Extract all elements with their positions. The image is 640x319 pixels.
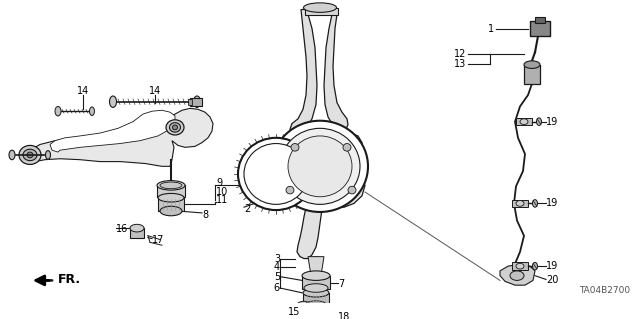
Ellipse shape bbox=[532, 200, 538, 207]
Ellipse shape bbox=[532, 262, 538, 270]
Text: 7: 7 bbox=[338, 279, 344, 289]
Polygon shape bbox=[278, 133, 365, 258]
Ellipse shape bbox=[304, 284, 328, 292]
Text: 19: 19 bbox=[546, 198, 558, 208]
Ellipse shape bbox=[27, 152, 33, 158]
Circle shape bbox=[244, 144, 308, 204]
Circle shape bbox=[272, 121, 368, 212]
Ellipse shape bbox=[297, 301, 311, 309]
Text: 16: 16 bbox=[116, 224, 128, 234]
Ellipse shape bbox=[536, 118, 541, 125]
Ellipse shape bbox=[173, 125, 177, 130]
Ellipse shape bbox=[516, 263, 524, 269]
Text: 15: 15 bbox=[288, 307, 300, 317]
Ellipse shape bbox=[516, 201, 524, 206]
Text: 3: 3 bbox=[274, 254, 280, 263]
Ellipse shape bbox=[55, 107, 61, 116]
Ellipse shape bbox=[158, 193, 184, 202]
Circle shape bbox=[280, 128, 360, 204]
Text: 19: 19 bbox=[546, 117, 558, 127]
Polygon shape bbox=[308, 257, 324, 276]
Bar bbox=[130, 228, 144, 238]
Text: 14: 14 bbox=[77, 86, 89, 96]
Ellipse shape bbox=[19, 145, 41, 164]
Text: 13: 13 bbox=[454, 59, 466, 69]
Text: 1: 1 bbox=[488, 24, 494, 33]
Circle shape bbox=[238, 138, 314, 210]
Text: 14: 14 bbox=[149, 86, 161, 96]
Ellipse shape bbox=[302, 271, 330, 280]
Polygon shape bbox=[500, 264, 535, 285]
Text: 6: 6 bbox=[274, 283, 280, 293]
Ellipse shape bbox=[109, 96, 116, 108]
Text: 5: 5 bbox=[274, 271, 280, 282]
Text: 10: 10 bbox=[216, 187, 228, 197]
Polygon shape bbox=[290, 10, 317, 135]
Circle shape bbox=[291, 144, 299, 151]
Text: 2: 2 bbox=[244, 204, 250, 214]
Ellipse shape bbox=[160, 182, 182, 189]
Bar bbox=[158, 198, 184, 211]
Bar bbox=[157, 185, 185, 197]
Circle shape bbox=[288, 136, 352, 197]
Text: 4: 4 bbox=[274, 262, 280, 272]
Ellipse shape bbox=[305, 301, 327, 309]
Circle shape bbox=[343, 144, 351, 151]
Ellipse shape bbox=[170, 122, 180, 132]
Ellipse shape bbox=[9, 150, 15, 160]
Polygon shape bbox=[25, 108, 213, 166]
Bar bbox=[512, 200, 528, 207]
Text: 17: 17 bbox=[152, 235, 164, 246]
Bar bbox=[190, 98, 202, 106]
Text: 12: 12 bbox=[454, 49, 466, 59]
Bar bbox=[524, 65, 540, 84]
Circle shape bbox=[348, 186, 356, 194]
Ellipse shape bbox=[193, 96, 200, 108]
Ellipse shape bbox=[45, 151, 51, 159]
Ellipse shape bbox=[166, 120, 184, 135]
Bar bbox=[188, 99, 192, 105]
Bar bbox=[516, 118, 532, 125]
Ellipse shape bbox=[520, 119, 528, 124]
Ellipse shape bbox=[157, 181, 185, 190]
Bar bbox=[303, 293, 329, 306]
Ellipse shape bbox=[510, 271, 524, 280]
Ellipse shape bbox=[130, 224, 144, 232]
Ellipse shape bbox=[303, 288, 329, 297]
Bar bbox=[512, 262, 528, 270]
Polygon shape bbox=[50, 110, 175, 152]
Text: 19: 19 bbox=[546, 261, 558, 271]
Bar bbox=[535, 17, 545, 23]
Ellipse shape bbox=[524, 61, 540, 69]
Polygon shape bbox=[324, 10, 348, 131]
Ellipse shape bbox=[90, 107, 95, 115]
Circle shape bbox=[286, 186, 294, 194]
Ellipse shape bbox=[23, 149, 37, 161]
Text: FR.: FR. bbox=[58, 273, 81, 286]
Text: 9: 9 bbox=[216, 178, 222, 189]
Bar bbox=[297, 305, 311, 315]
Bar bbox=[302, 276, 330, 289]
Ellipse shape bbox=[160, 206, 182, 216]
Text: 8: 8 bbox=[202, 210, 208, 220]
Ellipse shape bbox=[303, 3, 337, 12]
Text: TA04B2700: TA04B2700 bbox=[579, 286, 630, 295]
Text: 18: 18 bbox=[338, 312, 350, 319]
Bar bbox=[305, 8, 338, 15]
Bar bbox=[530, 21, 550, 36]
Text: 20: 20 bbox=[546, 275, 558, 286]
Text: 11: 11 bbox=[216, 195, 228, 204]
